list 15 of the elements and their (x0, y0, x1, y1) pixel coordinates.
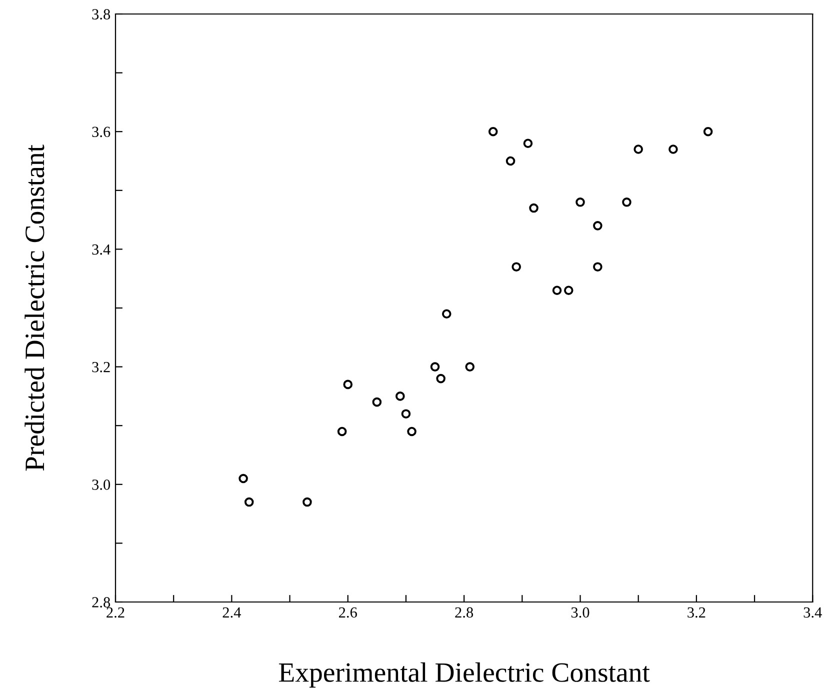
y-tick-label: 3.4 (92, 244, 110, 255)
y-tick-label: 3.0 (92, 480, 110, 490)
y-tick-label: 3.6 (92, 126, 110, 138)
x-tick-label: 3.4 (804, 607, 822, 618)
x-tick-label: 2.4 (222, 607, 241, 618)
y-tick-label: 3.8 (92, 9, 110, 20)
x-tick-label: 3.2 (688, 607, 706, 618)
x-tick-label: 2.6 (338, 607, 357, 618)
x-axis-title: Experimental Dielectric Constant (278, 662, 650, 688)
y-axis-title: Predicted Dielectric Constant (24, 144, 44, 471)
y-tick-label: 3.2 (92, 362, 110, 372)
x-tick-label: 2.2 (106, 607, 124, 618)
y-tick-label: 2.8 (92, 597, 110, 608)
x-tick-label: 2.8 (455, 607, 474, 618)
x-tick-label: 3.0 (571, 607, 590, 618)
